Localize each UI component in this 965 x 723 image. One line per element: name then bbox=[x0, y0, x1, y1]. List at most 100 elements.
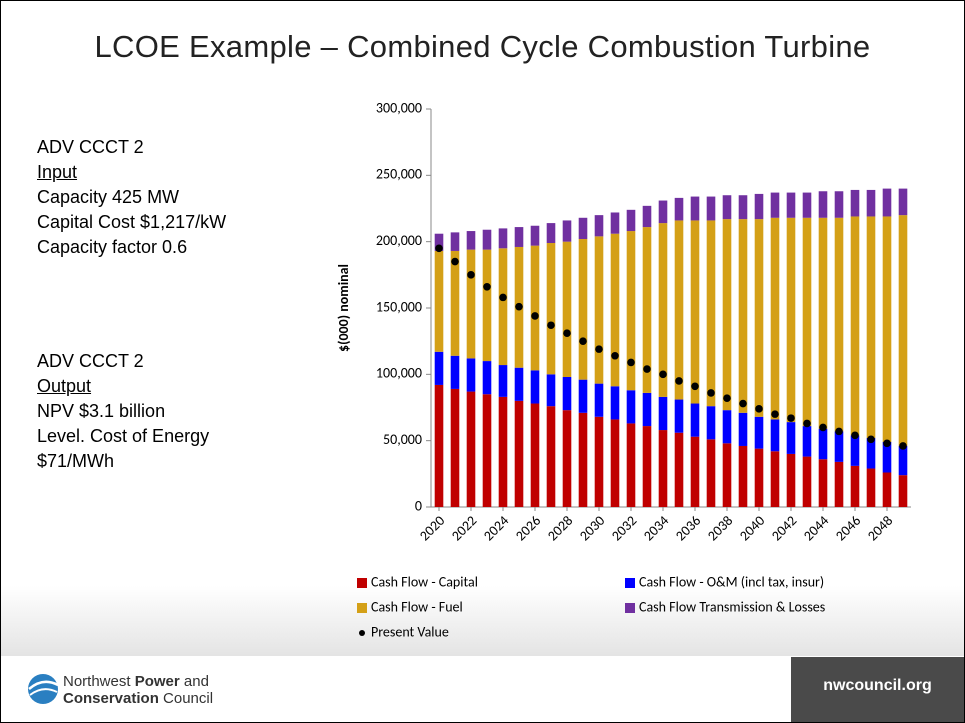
x-tick-label: 2046 bbox=[832, 512, 864, 544]
logo-word: and bbox=[183, 673, 209, 690]
block-heading: ADV CCCT 2 bbox=[37, 137, 144, 157]
bar-segment bbox=[818, 459, 828, 507]
y-tick-label: 100,000 bbox=[376, 365, 422, 382]
x-tick-label: 2034 bbox=[640, 512, 672, 544]
bar-segment bbox=[770, 192, 780, 218]
bar-segment bbox=[754, 219, 764, 417]
pv-dot bbox=[803, 419, 811, 428]
x-tick-label: 2030 bbox=[576, 512, 608, 544]
bar-segment bbox=[482, 229, 492, 250]
x-tick-label: 2026 bbox=[512, 512, 544, 544]
bar-segment bbox=[882, 188, 892, 217]
block-line: $71/MWh bbox=[37, 451, 115, 471]
block-line: Capital Cost $1,217/kW bbox=[37, 212, 227, 232]
bar-segment bbox=[738, 195, 748, 220]
bar-segment bbox=[898, 475, 908, 507]
bar-segment bbox=[866, 438, 876, 469]
bar-segment bbox=[690, 436, 700, 507]
bar-segment bbox=[482, 394, 492, 507]
bar-segment bbox=[818, 428, 828, 460]
chart: 0 50,000 100,000 150,000 200,000 250,000 300,0… bbox=[335, 99, 911, 640]
block-line: Capacity 425 MW bbox=[37, 187, 180, 207]
bar-segment bbox=[594, 416, 604, 507]
bar-segment bbox=[802, 456, 812, 507]
pv-dot bbox=[755, 405, 763, 413]
bar-segment bbox=[850, 189, 860, 217]
bar-segment bbox=[722, 443, 732, 507]
pv-dot bbox=[675, 377, 683, 385]
site-url: nwcouncil.org bbox=[823, 677, 932, 694]
y-tick-label: 300,000 bbox=[376, 99, 422, 116]
x-tick-label: 2032 bbox=[608, 512, 640, 544]
bar-segment bbox=[514, 227, 524, 247]
pv-dot bbox=[435, 244, 443, 253]
y-tick-label: 50,000 bbox=[383, 431, 422, 448]
bar-segment bbox=[626, 423, 636, 507]
bar-segment bbox=[674, 197, 684, 221]
block-label: Input bbox=[37, 162, 78, 182]
bar-segment bbox=[626, 209, 636, 232]
block-line: NPV $3.1 billion bbox=[37, 401, 166, 421]
block-heading: ADV CCCT 2 bbox=[37, 351, 144, 371]
bar-segment bbox=[530, 403, 540, 507]
pv-dot bbox=[771, 410, 779, 418]
bar-segment bbox=[578, 412, 588, 507]
pv-dot bbox=[563, 329, 571, 338]
bar-segment bbox=[642, 205, 652, 228]
bar-segment bbox=[434, 233, 444, 251]
bar-segment bbox=[514, 367, 524, 401]
legend-marker bbox=[357, 578, 367, 588]
bar-segment bbox=[530, 370, 540, 404]
pv-dot bbox=[899, 442, 907, 450]
pv-dot bbox=[547, 321, 555, 330]
pv-dot bbox=[691, 382, 699, 391]
logo-word: Conservation bbox=[63, 690, 159, 707]
pv-dot bbox=[515, 302, 523, 311]
bar-segment bbox=[658, 200, 668, 224]
bar-segment bbox=[466, 249, 476, 359]
legend-label: Cash Flow - Capital bbox=[371, 573, 478, 590]
y-axis-label: $(000) nominal bbox=[335, 264, 352, 352]
bar-segment bbox=[498, 248, 508, 366]
pv-dot bbox=[723, 394, 731, 403]
bar-segment bbox=[450, 388, 460, 507]
bar-segment bbox=[674, 220, 684, 400]
bar-segment bbox=[546, 223, 556, 243]
bar-segment bbox=[850, 465, 860, 507]
bar-segment bbox=[706, 439, 716, 507]
legend-label: Present Value bbox=[371, 623, 449, 640]
bar-segment bbox=[834, 191, 844, 218]
bar-segment bbox=[610, 419, 620, 507]
pv-dot bbox=[739, 399, 747, 408]
pv-dot bbox=[451, 257, 459, 266]
bar-segment bbox=[834, 461, 844, 507]
bar-segment bbox=[866, 468, 876, 507]
bar-segment bbox=[594, 383, 604, 417]
bar-segment bbox=[594, 236, 604, 384]
bar-segment bbox=[754, 448, 764, 507]
bar-segment bbox=[834, 431, 844, 462]
bar-segment bbox=[898, 188, 908, 216]
bar-segment bbox=[738, 412, 748, 446]
output-block: ADV CCCT 2 Output NPV $3.1 billion Level… bbox=[37, 349, 209, 474]
bar-segment bbox=[482, 361, 492, 395]
bar-segment bbox=[658, 396, 668, 431]
bar-segment bbox=[770, 451, 780, 507]
bar-segment bbox=[802, 426, 812, 457]
bar-segment bbox=[578, 239, 588, 380]
legend-marker bbox=[625, 603, 635, 613]
pv-dot bbox=[643, 365, 651, 373]
x-tick-label: 2040 bbox=[736, 512, 768, 544]
bar-segment bbox=[722, 410, 732, 444]
bar-segment bbox=[818, 191, 828, 218]
bar-segment bbox=[834, 217, 844, 432]
logo-word: Power bbox=[134, 673, 180, 690]
bar-segment bbox=[610, 233, 620, 387]
pv-dot bbox=[579, 337, 587, 345]
bar-segment bbox=[674, 432, 684, 507]
bar-segment bbox=[754, 416, 764, 449]
x-tick-label: 2028 bbox=[544, 512, 576, 544]
bar-segment bbox=[594, 215, 604, 237]
bar-segment bbox=[706, 196, 716, 221]
